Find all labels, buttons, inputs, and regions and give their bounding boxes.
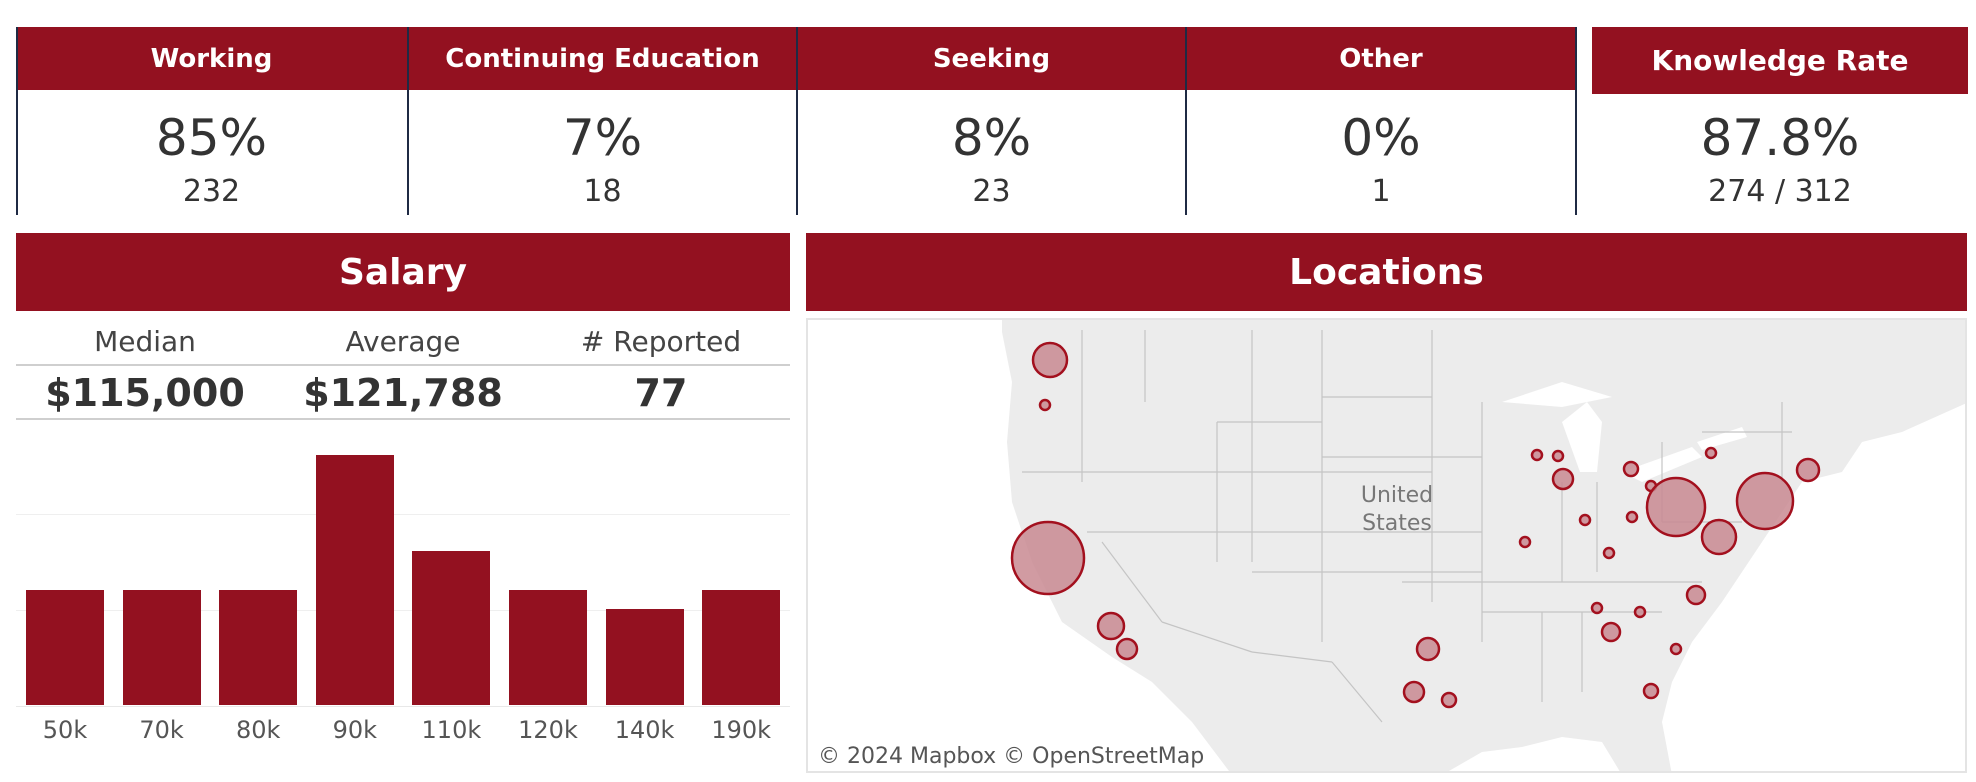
kpi-divider [796, 27, 798, 215]
location-bubble[interactable] [1518, 535, 1532, 549]
x-axis-label: 90k [332, 716, 378, 744]
location-bubble[interactable] [1700, 518, 1738, 556]
kpi-continuing-education-percent: 7% [562, 109, 643, 167]
salary-bar-190k[interactable] [702, 589, 781, 705]
kpi-divider [1185, 27, 1187, 215]
location-bubble[interactable] [1096, 611, 1126, 641]
average-label: Average [345, 325, 461, 358]
us-map-svg: United States [1002, 320, 1965, 771]
salary-bar-80k[interactable] [219, 589, 298, 705]
x-axis-label: 140k [614, 716, 675, 744]
x-axis-label: 80k [235, 716, 281, 744]
kpi-header-working: Working [16, 27, 407, 90]
median-value: $115,000 [45, 371, 245, 415]
kpi-header-other: Other [1187, 27, 1575, 90]
kpi-continuing-education-count: 18 [583, 174, 622, 209]
location-bubble[interactable] [1031, 341, 1069, 379]
kpi-other-percent: 0% [1341, 109, 1421, 167]
reported-value: 77 [634, 371, 688, 415]
location-bubble[interactable] [1669, 642, 1683, 656]
locations-header: Locations [806, 233, 1967, 311]
location-bubble[interactable] [1735, 471, 1795, 531]
kpi-header-seeking: Seeking [798, 27, 1185, 90]
location-bubble[interactable] [1795, 457, 1821, 483]
kpi-working-count: 232 [182, 174, 241, 209]
location-bubble[interactable] [1642, 682, 1660, 700]
kpi-seeking-count: 23 [972, 174, 1011, 209]
stats-divider [16, 364, 790, 366]
x-axis-label: 110k [421, 716, 482, 744]
x-axis-line [16, 706, 790, 707]
location-bubble[interactable] [1402, 680, 1426, 704]
lake-superior [1502, 382, 1612, 407]
location-bubble[interactable] [1578, 513, 1592, 527]
location-bubble[interactable] [1622, 460, 1640, 478]
location-bubbles [1010, 341, 1821, 709]
location-bubble[interactable] [1645, 476, 1707, 538]
salary-bar-120k[interactable] [509, 589, 587, 705]
land-mass [1002, 320, 1965, 771]
x-axis-label: 190k [711, 716, 772, 744]
location-bubble[interactable] [1530, 448, 1544, 462]
country-label-states: States [1362, 511, 1432, 536]
kpi-header-knowledge-rate: Knowledge Rate [1592, 27, 1968, 94]
map-attribution[interactable]: © 2024 Mapbox © OpenStreetMap [814, 744, 1209, 769]
kpi-working-percent: 85% [155, 109, 268, 167]
salary-bar-90k[interactable] [315, 455, 394, 705]
kpi-divider [16, 27, 18, 215]
kpi-divider [407, 27, 409, 215]
location-bubble[interactable] [1115, 637, 1139, 661]
median-label: Median [94, 325, 196, 358]
x-axis-label: 70k [139, 716, 184, 744]
lake-ontario [1697, 427, 1747, 450]
knowledge-rate-percent: 87.8% [1700, 109, 1860, 167]
location-bubble[interactable] [1685, 584, 1707, 606]
location-bubble[interactable] [1590, 601, 1604, 615]
x-axis-label: 50k [42, 716, 88, 744]
salary-header: Salary [16, 233, 790, 311]
salary-bar-50k[interactable] [26, 589, 104, 705]
locations-map[interactable]: United States [806, 318, 1967, 773]
salary-bar-70k[interactable] [122, 589, 201, 705]
salary-bar-110k[interactable] [412, 551, 491, 705]
location-bubble[interactable] [1440, 691, 1458, 709]
gridline [16, 610, 790, 611]
location-bubble[interactable] [1704, 446, 1718, 460]
kpi-divider [1575, 27, 1577, 215]
stats-divider [16, 418, 790, 420]
location-bubble[interactable] [1551, 467, 1575, 491]
reported-label: # Reported [580, 325, 742, 358]
country-label-united: United [1361, 483, 1433, 508]
gridline [16, 514, 790, 515]
location-bubble[interactable] [1633, 605, 1647, 619]
lake-michigan [1562, 402, 1602, 472]
location-bubble[interactable] [1038, 398, 1052, 412]
kpi-header-continuing-education: Continuing Education [409, 27, 796, 90]
salary-bar-140k[interactable] [605, 609, 684, 705]
kpi-other-count: 1 [1371, 174, 1391, 209]
knowledge-rate-ratio: 274 / 312 [1708, 174, 1852, 209]
kpi-seeking-percent: 8% [951, 109, 1032, 167]
location-bubble[interactable] [1010, 520, 1086, 596]
location-bubble[interactable] [1602, 546, 1616, 560]
x-axis-label: 120k [518, 716, 578, 744]
average-value: $121,788 [303, 371, 503, 415]
location-bubble[interactable] [1551, 449, 1565, 463]
location-bubble[interactable] [1600, 621, 1622, 643]
location-bubble[interactable] [1625, 510, 1639, 524]
location-bubble[interactable] [1415, 636, 1441, 662]
